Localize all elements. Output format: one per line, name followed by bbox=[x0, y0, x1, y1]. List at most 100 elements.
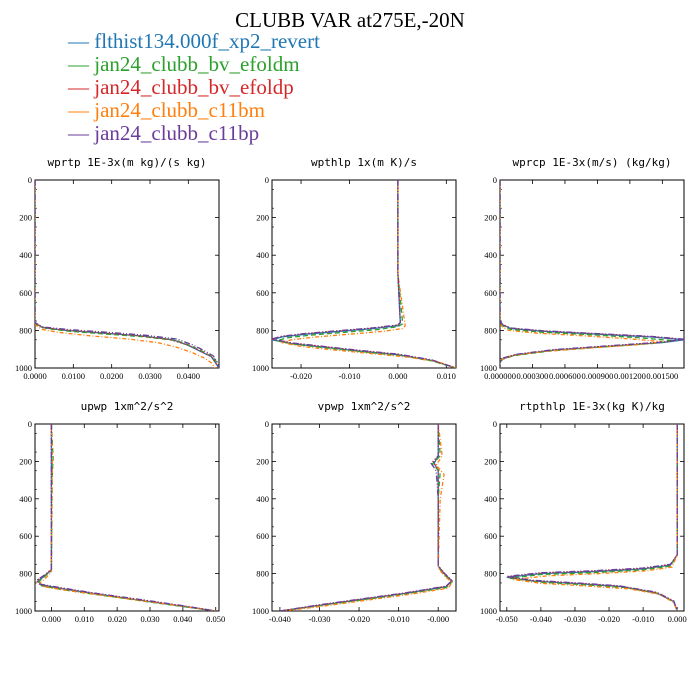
series-line-0 bbox=[506, 424, 678, 611]
x-tick-label: 0.0200 bbox=[100, 371, 123, 381]
x-tick-label: 0.040 bbox=[173, 614, 192, 624]
chart-panel-1: wpthlp 1x(m K)/s 0 200 400 600 800 1000 -0.020 -… bbox=[252, 156, 457, 381]
y-tick-label: 800 bbox=[256, 569, 269, 579]
x-tick-label: 0.0400 bbox=[177, 371, 200, 381]
legend-item-1: — jan24_clubb_bv_efoldm bbox=[68, 52, 300, 76]
y-tick-label: 600 bbox=[484, 531, 497, 541]
x-tick-label: -0.050 bbox=[496, 614, 518, 624]
y-tick-label: 0 bbox=[28, 419, 32, 429]
series-line-4 bbox=[506, 424, 678, 611]
x-tick-label: -0.040 bbox=[269, 614, 291, 624]
series-line-2 bbox=[35, 180, 219, 368]
legend-item-4: — jan24_clubb_c11bp bbox=[68, 121, 260, 145]
series-line-3 bbox=[35, 180, 216, 368]
x-tick-label: 0.000 bbox=[668, 614, 687, 624]
series-line-0 bbox=[37, 424, 216, 611]
series-line-3 bbox=[500, 180, 663, 368]
x-tick-label: -0.040 bbox=[530, 614, 552, 624]
series-line-4 bbox=[279, 424, 453, 611]
series-line-1 bbox=[276, 180, 456, 368]
y-tick-label: 600 bbox=[484, 288, 497, 298]
y-tick-label: 0 bbox=[493, 419, 497, 429]
y-tick-label: 600 bbox=[19, 531, 32, 541]
panel-title: vpwp 1xm^2/s^2 bbox=[318, 400, 411, 413]
plot-frame bbox=[34, 179, 220, 369]
x-tick-label: 0.020 bbox=[108, 614, 127, 624]
legend-item-3: — jan24_clubb_c11bm bbox=[68, 98, 265, 122]
figure-title: CLUBB VAR at275E,-20N bbox=[235, 8, 465, 32]
plot-frame bbox=[271, 423, 457, 612]
x-tick-label: -0.010 bbox=[338, 371, 360, 381]
y-tick-label: 0 bbox=[28, 175, 32, 185]
y-tick-label: 200 bbox=[256, 213, 269, 223]
series-line-0 bbox=[500, 180, 684, 368]
x-tick-label: 0.000900 bbox=[581, 371, 613, 381]
y-tick-label: 600 bbox=[19, 288, 32, 298]
y-tick-label: 400 bbox=[256, 250, 269, 260]
y-tick-label: 1000 bbox=[252, 363, 269, 373]
y-tick-label: 1000 bbox=[480, 606, 497, 616]
series-line-4 bbox=[500, 180, 684, 368]
series-line-2 bbox=[272, 180, 456, 368]
y-tick-label: 800 bbox=[19, 325, 32, 335]
y-tick-label: 200 bbox=[484, 213, 497, 223]
x-tick-label: 0.0000 bbox=[23, 371, 46, 381]
plot-frame bbox=[271, 179, 457, 369]
y-tick-label: 400 bbox=[484, 250, 497, 260]
legend-item-2: — jan24_clubb_bv_efoldp bbox=[68, 75, 294, 99]
chart-panel-4: vpwp 1xm^2/s^2 0 200 400 600 800 1000-0.040 -0.… bbox=[252, 400, 457, 624]
x-tick-label: 0.000000 bbox=[484, 371, 516, 381]
series-line-1 bbox=[35, 180, 219, 368]
y-tick-label: 1000 bbox=[480, 363, 497, 373]
y-tick-label: 800 bbox=[256, 325, 269, 335]
x-tick-label: 0.010 bbox=[437, 371, 456, 381]
y-tick-label: 800 bbox=[484, 569, 497, 579]
plot-frame bbox=[499, 179, 685, 369]
series-line-3 bbox=[283, 424, 453, 611]
x-tick-label: -0.030 bbox=[308, 614, 330, 624]
series-line-4 bbox=[35, 180, 219, 368]
x-tick-label: 0.050 bbox=[206, 614, 225, 624]
x-tick-label: 0.000 bbox=[42, 614, 61, 624]
y-tick-label: 200 bbox=[19, 456, 32, 466]
x-tick-label: 0.000 bbox=[388, 371, 407, 381]
series-line-0 bbox=[272, 180, 456, 368]
series-line-3 bbox=[38, 424, 216, 611]
series-line-1 bbox=[510, 424, 678, 611]
series-line-0 bbox=[279, 424, 453, 611]
y-tick-label: 200 bbox=[256, 456, 269, 466]
series-line-1 bbox=[279, 424, 453, 611]
x-tick-label: -0.020 bbox=[598, 614, 620, 624]
panel-title: wpthlp 1x(m K)/s bbox=[311, 156, 417, 169]
y-tick-label: 600 bbox=[256, 288, 269, 298]
series-line-1 bbox=[500, 180, 674, 368]
plot-frame bbox=[499, 423, 685, 612]
series-line-2 bbox=[279, 424, 453, 611]
series-line-2 bbox=[500, 180, 684, 368]
y-tick-label: 1000 bbox=[15, 363, 32, 373]
x-tick-label: -0.010 bbox=[632, 614, 654, 624]
panel-title: rtpthlp 1E-3x(kg K)/kg bbox=[519, 400, 665, 413]
chart-panel-0: wprtp 1E-3x(m kg)/(s kg) 0 200 400 600 800 100… bbox=[15, 156, 220, 381]
x-tick-label: 0.010 bbox=[75, 614, 94, 624]
series-line-2 bbox=[506, 424, 678, 611]
chart-panel-3: upwp 1xm^2/s^2 0 200 400 600 800 1000 0.000 0.01… bbox=[15, 400, 225, 624]
y-tick-label: 400 bbox=[256, 494, 269, 504]
x-tick-label: 0.001500 bbox=[646, 371, 678, 381]
x-tick-label: -0.020 bbox=[290, 371, 312, 381]
y-tick-label: 800 bbox=[484, 325, 497, 335]
y-tick-label: 400 bbox=[19, 494, 32, 504]
legend-item-0: — flthist134.000f_xp2_revert bbox=[68, 29, 320, 53]
y-tick-label: 0 bbox=[265, 419, 269, 429]
series-line-2 bbox=[35, 424, 216, 611]
panel-title: wprcp 1E-3x(m/s) (kg/kg) bbox=[513, 156, 672, 169]
x-tick-label: -0.030 bbox=[564, 614, 586, 624]
x-tick-label: -0.010 bbox=[388, 614, 410, 624]
y-tick-label: 1000 bbox=[15, 606, 32, 616]
x-tick-label: 0.000600 bbox=[549, 371, 581, 381]
y-tick-label: 400 bbox=[19, 250, 32, 260]
series-line-3 bbox=[281, 180, 456, 368]
panel-title: wprtp 1E-3x(m kg)/(s kg) bbox=[48, 156, 207, 169]
